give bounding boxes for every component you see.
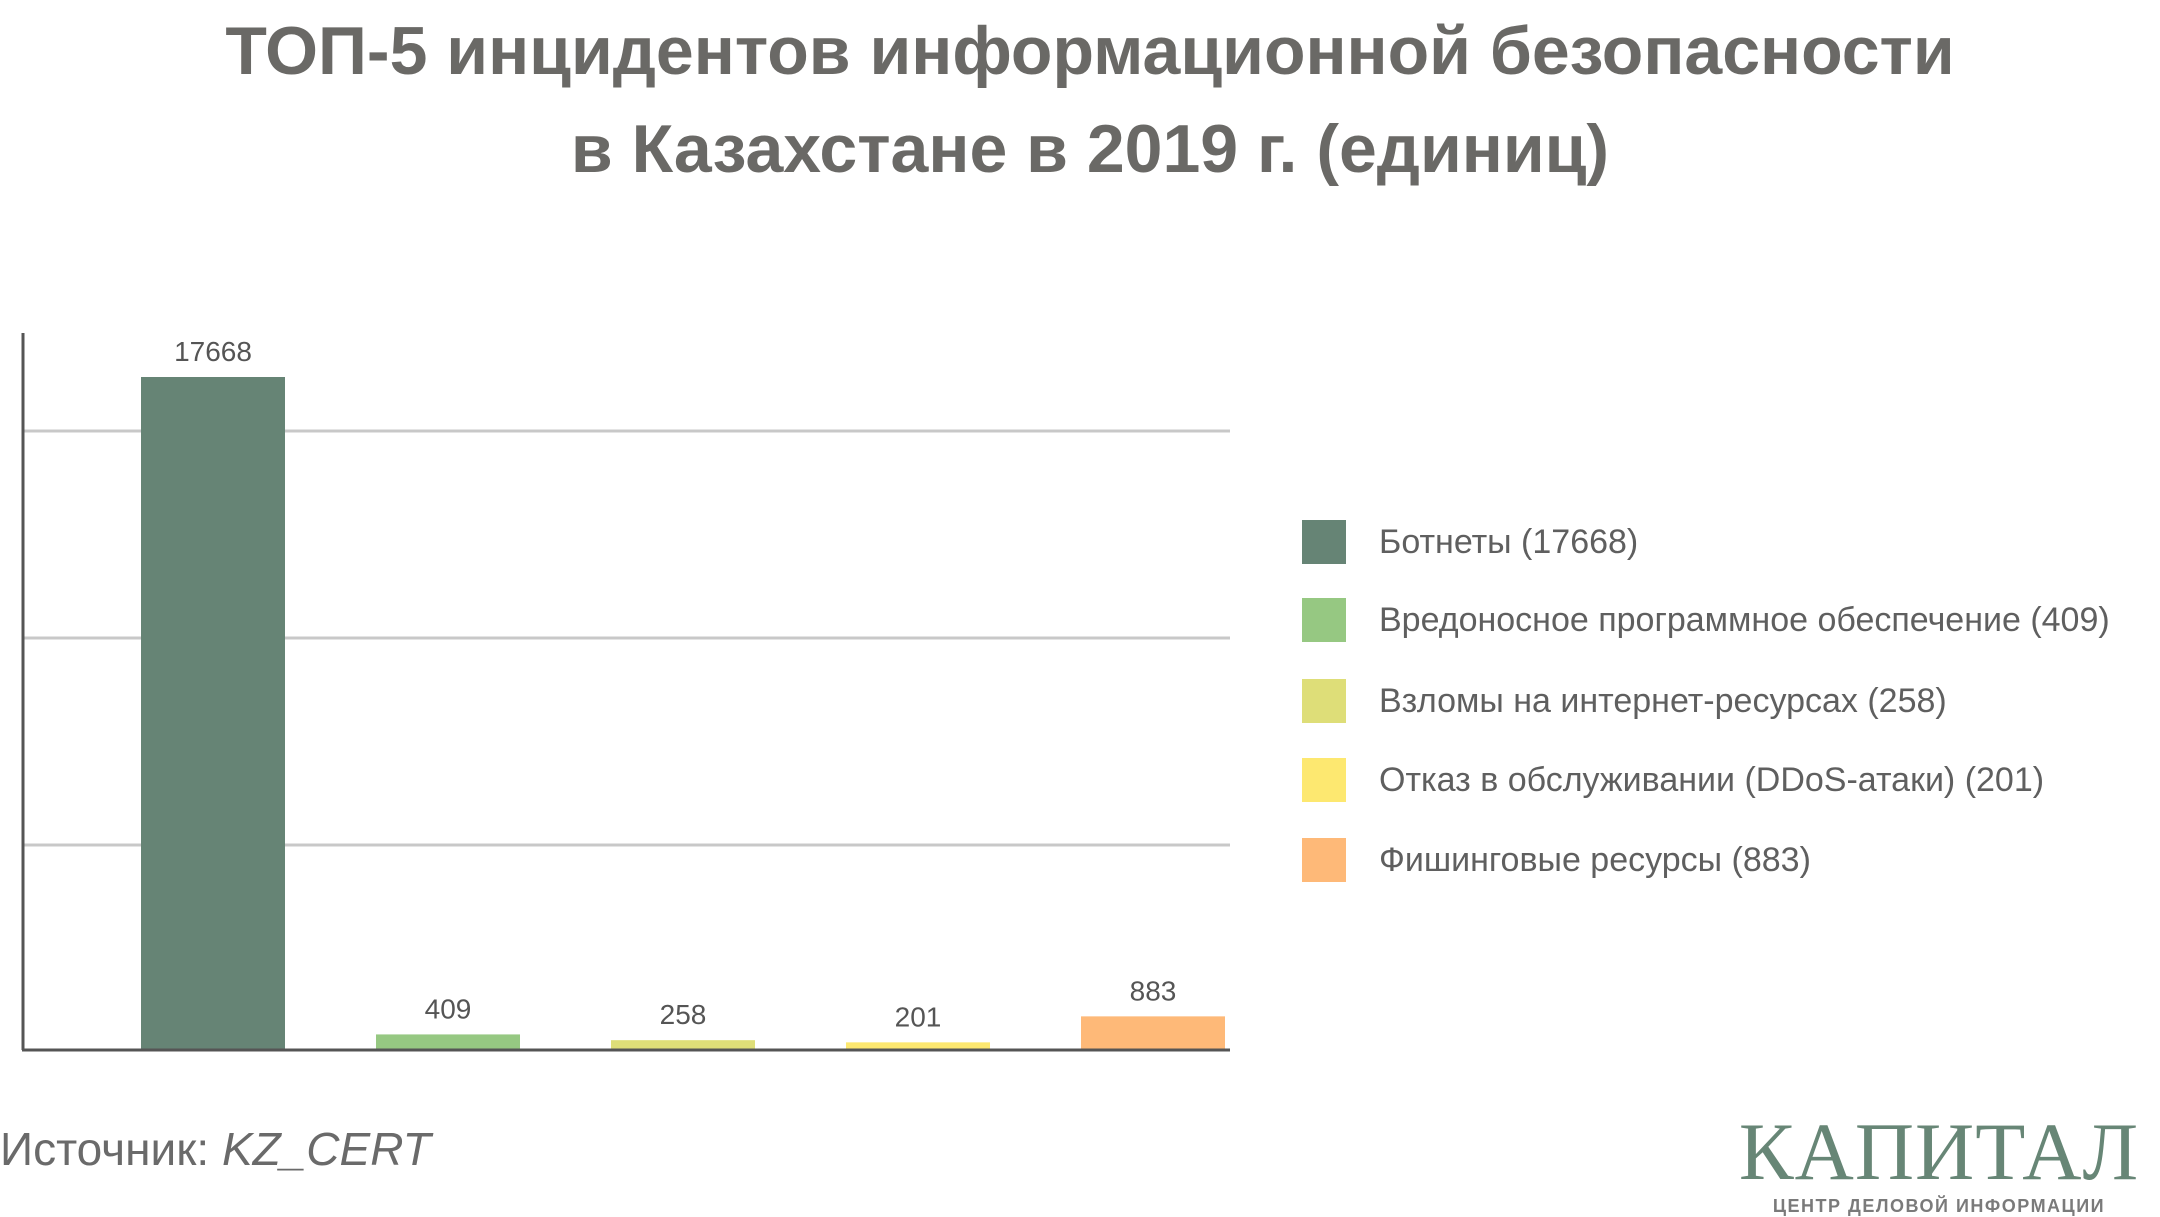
legend-item: Отказ в обслуживании (DDoS-атаки) (201) [1302, 758, 2044, 802]
legend-label: Взломы на интернет-ресурсах (258) [1379, 681, 1947, 720]
bar-3 [611, 1040, 755, 1050]
legend-label: Вредоносное программное обеспечение (409… [1379, 600, 2110, 639]
legend-item: Фишинговые ресурсы (883) [1302, 838, 1811, 882]
kapital-logo: КАПИТАЛ ЦЕНТР ДЕЛОВОЙ ИНФОРМАЦИИ [1734, 1106, 2144, 1217]
legend-label: Ботнеты (17668) [1379, 522, 1639, 561]
data-label-1: 17668 [174, 336, 252, 367]
source-note: Источник: KZ_CERT [0, 1122, 431, 1176]
legend-item: Взломы на интернет-ресурсах (258) [1302, 679, 1947, 723]
source-value: KZ_CERT [221, 1123, 431, 1175]
chart-title-line-2: в Казахстане в 2019 г. (единиц) [570, 111, 1610, 187]
chart-title-line-1: ТОП-5 инцидентов информационной безопасн… [225, 13, 1955, 89]
legend-swatch [1302, 520, 1346, 564]
data-label-3: 258 [660, 999, 707, 1030]
legend-label: Фишинговые ресурсы (883) [1379, 840, 1811, 879]
data-label-5: 883 [1130, 975, 1177, 1006]
legend-swatch [1302, 679, 1346, 723]
logo-tagline: ЦЕНТР ДЕЛОВОЙ ИНФОРМАЦИИ [1772, 1196, 2106, 1216]
data-label-4: 201 [895, 1001, 942, 1032]
logo-name: КАПИТАЛ [1738, 1106, 2140, 1197]
data-label-2: 409 [425, 993, 472, 1024]
bar-1 [141, 377, 285, 1050]
bar-4 [846, 1042, 990, 1050]
source-label: Источник: [0, 1123, 210, 1175]
legend-item: Вредоносное программное обеспечение (409… [1302, 598, 2110, 642]
chart-title: ТОП-5 инцидентов информационной безопасн… [0, 0, 2160, 198]
bar-2 [376, 1034, 520, 1050]
bar-5 [1081, 1016, 1225, 1050]
legend-swatch [1302, 758, 1346, 802]
legend-swatch [1302, 598, 1346, 642]
legend-swatch [1302, 838, 1346, 882]
legend-item: Ботнеты (17668) [1302, 520, 1638, 564]
legend-label: Отказ в обслуживании (DDoS-атаки) (201) [1379, 760, 2045, 799]
